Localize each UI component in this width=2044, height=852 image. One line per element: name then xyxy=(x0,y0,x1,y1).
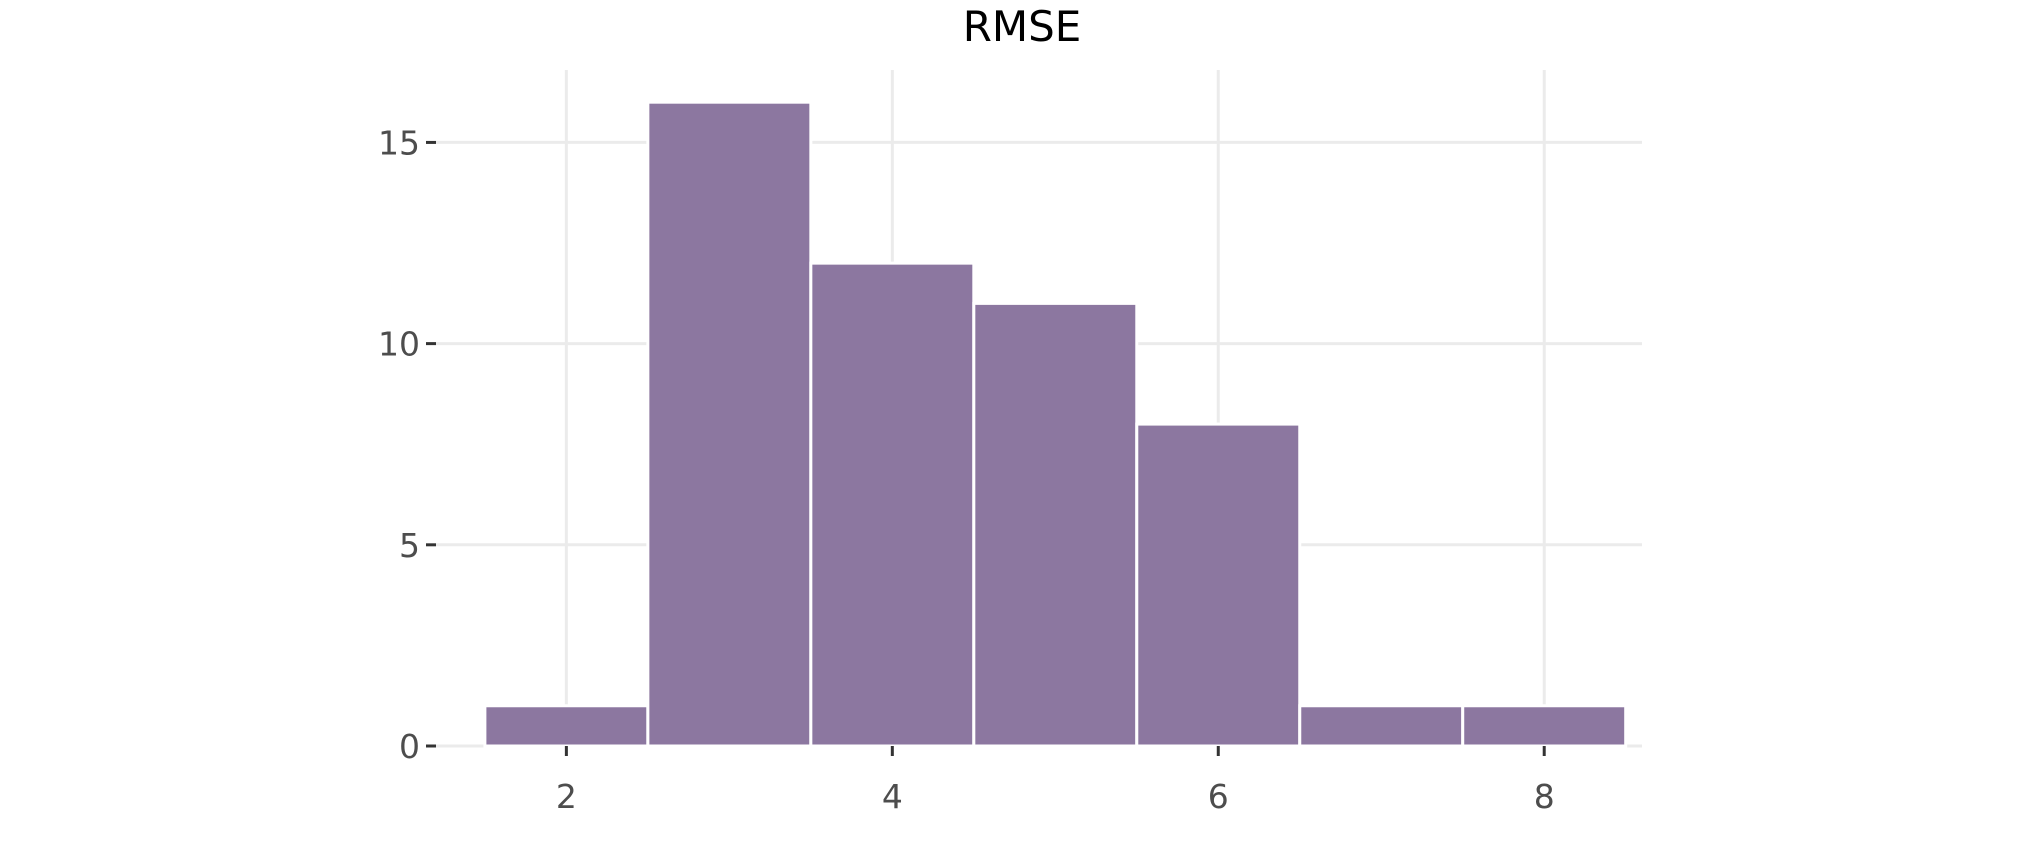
y-tick-label: 5 xyxy=(399,526,420,565)
histogram-bar xyxy=(1298,704,1465,748)
x-tick-label: 8 xyxy=(1534,777,1555,816)
bar-layer xyxy=(483,100,1628,748)
x-tick-label: 6 xyxy=(1208,777,1229,816)
y-tick-label: 10 xyxy=(378,325,420,364)
x-tick-label: 4 xyxy=(882,777,903,816)
histogram-bar xyxy=(809,261,976,748)
histogram-bar xyxy=(1135,422,1302,748)
chart-title: RMSE xyxy=(962,2,1082,51)
histogram-bar xyxy=(972,301,1139,748)
histogram-bar xyxy=(483,704,650,748)
y-tick-label: 0 xyxy=(399,727,420,766)
histogram-bar xyxy=(1461,704,1628,748)
y-tick-label: 15 xyxy=(378,123,420,162)
axis-layer: 0 5 10 15 2 4 6 8 xyxy=(378,123,1555,816)
histogram-bar xyxy=(646,100,813,748)
x-tick-label: 2 xyxy=(556,777,577,816)
